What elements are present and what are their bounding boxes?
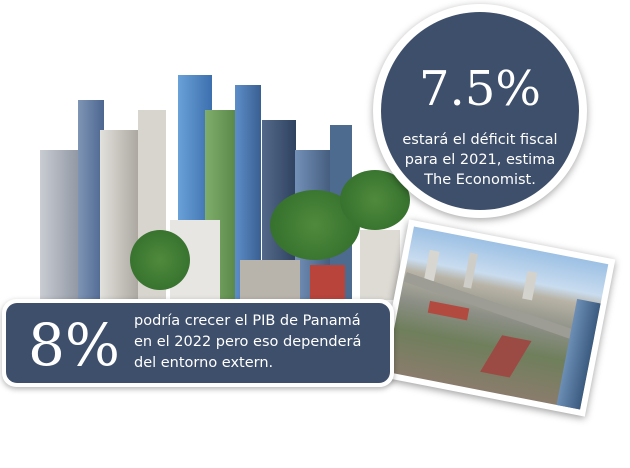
gdp-line: en el 2022 pero eso dependerá [134, 334, 362, 350]
gdp-description: podría crecer el PIB de Panamá en el 202… [134, 311, 361, 374]
gdp-line: podría crecer el PIB de Panamá [134, 313, 361, 329]
aerial-city-photo [378, 219, 616, 417]
deficit-line: The Economist. [424, 172, 536, 188]
deficit-stat-circle: 7.5% estará el déficit fiscal para el 20… [373, 4, 587, 218]
gdp-line: del entorno extern. [134, 355, 274, 371]
gdp-value: 8% [28, 311, 121, 379]
gdp-stat-banner: 8% podría crecer el PIB de Panamá en el … [2, 299, 394, 387]
deficit-line: para el 2021, estima [404, 152, 556, 168]
city-skyline-photo [40, 60, 420, 300]
deficit-value: 7.5% [419, 61, 541, 117]
deficit-line: estará el déficit fiscal [402, 132, 558, 148]
deficit-description: estará el déficit fiscal para el 2021, e… [381, 130, 579, 190]
